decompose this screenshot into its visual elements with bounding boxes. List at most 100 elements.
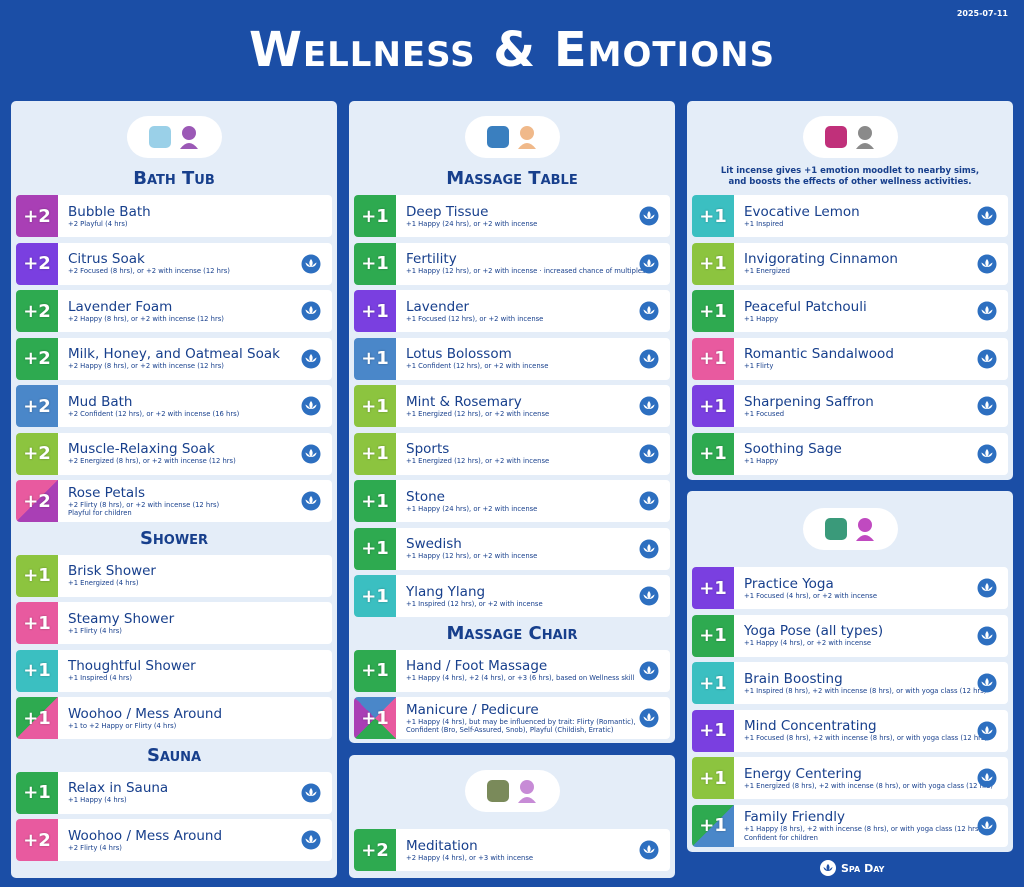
item-detail: +1 Focused xyxy=(744,409,785,418)
item-text: Manicure / Pedicure +1 Happy (4 hrs), but… xyxy=(396,702,639,735)
incense-icon xyxy=(301,783,321,802)
item-name: Brisk Shower xyxy=(68,563,156,580)
item-row: +1 Manicure / Pedicure +1 Happy (4 hrs), b… xyxy=(354,697,670,739)
item-detail: +1 Flirty xyxy=(744,362,774,371)
item-detail: +1 to +2 Happy or Flirty (4 hrs) xyxy=(68,721,177,730)
note-line: and boosts the effects of other wellness… xyxy=(728,177,972,187)
item-name: Sharpening Saffron xyxy=(744,393,874,410)
item-name: Milk, Honey, and Oatmeal Soak xyxy=(68,346,280,363)
item-detail: +1 Energized (8 hrs), +2 with incense (8… xyxy=(744,781,993,790)
item-text: Soothing Sage +1 Happy xyxy=(734,441,977,466)
item-row: +1 Soothing Sage +1 Happy xyxy=(692,432,1008,475)
incense-icon xyxy=(301,301,321,321)
item-name: Fertility xyxy=(406,251,457,268)
item-name: Sports xyxy=(406,441,450,458)
item-detail: +1 Happy xyxy=(744,457,779,466)
incense-icon xyxy=(639,539,659,558)
item-detail: +1 Happy (12 hrs), or +2 with incense xyxy=(406,552,538,561)
icon-pill xyxy=(802,508,898,550)
item-detail: +2 Happy (4 hrs), or +3 with incense xyxy=(406,853,534,862)
item-row: +2 Meditation +2 Happy (4 hrs), or +3 with… xyxy=(354,829,670,871)
note: Lit incense gives +1 emotion moodlet to … xyxy=(692,166,1008,188)
incense-icon xyxy=(977,816,997,835)
badge: +2 xyxy=(16,480,58,522)
item-text: Family Friendly +1 Happy (8 hrs), +2 with… xyxy=(734,809,981,842)
badge: +1 xyxy=(692,195,734,237)
section-heading: Bath Tub xyxy=(133,168,215,189)
badge: +1 xyxy=(692,567,734,609)
item-detail: +1 Focused (12 hrs), or +2 with incense xyxy=(406,314,544,323)
item-text: Thoughtful Shower +1 Inspired (4 hrs) xyxy=(58,658,332,683)
item-detail: +2 Confident (12 hrs), or +2 with incens… xyxy=(68,409,240,418)
item-row: +2 Mud Bath +2 Confident (12 hrs), or +2 w… xyxy=(16,385,332,427)
item-detail: +1 Energized xyxy=(744,267,790,276)
item-detail: +2 Energized (8 hrs), or +2 with incense… xyxy=(68,457,236,466)
note-line: Lit incense gives +1 emotion moodlet to … xyxy=(720,166,980,176)
item-name: Thoughtful Shower xyxy=(68,658,196,675)
incense-icon xyxy=(977,206,997,226)
section-heading: Shower xyxy=(139,527,209,549)
item-text: Practice Yoga +1 Focused (4 hrs), or +2 w… xyxy=(734,576,977,601)
item-text: Sharpening Saffron +1 Focused xyxy=(734,394,977,419)
item-row: +1 Evocative Lemon +1 Inspired xyxy=(692,195,1008,237)
item-row: +1 Romantic Sandalwood +1 Flirty xyxy=(692,337,1008,380)
item-text: Lavender Foam +2 Happy (8 hrs), or +2 wit… xyxy=(58,299,301,324)
badge: +1 xyxy=(692,757,734,799)
incense-icon xyxy=(977,444,997,463)
item-text: Evocative Lemon +1 Inspired xyxy=(734,204,977,229)
item-name: Lotus Bolossom xyxy=(406,346,512,363)
item-detail: +1 Happy (24 hrs), or +2 with incense xyxy=(406,219,538,228)
item-row: +2 Citrus Soak +2 Focused (8 hrs), or +2 w… xyxy=(16,242,332,285)
badge: +1 xyxy=(16,697,58,739)
item-detail: +1 Happy (4 hrs), but may be influenced … xyxy=(406,717,636,726)
item-name: Manicure / Pedicure xyxy=(406,701,539,718)
badge: +1 xyxy=(16,554,58,597)
item-row: +2 Rose Petals +2 Flirty (8 hrs), or +2 wi… xyxy=(16,480,332,522)
item-text: Citrus Soak +2 Focused (8 hrs), or +2 wit… xyxy=(58,251,301,276)
item-name: Yoga Pose (all types) xyxy=(744,623,884,640)
item-name: Mint & Rosemary xyxy=(406,393,522,410)
item-row: +2 Milk, Honey, and Oatmeal Soak +2 Happy … xyxy=(16,337,332,380)
item-row: +2 Muscle-Relaxing Soak +2 Energized (8 hr… xyxy=(16,432,332,475)
item-text: Steamy Shower +1 Flirty (4 hrs) xyxy=(58,611,332,636)
icon-pill xyxy=(126,116,222,158)
badge: +2 xyxy=(354,829,396,871)
date: 2025-07-11 xyxy=(956,9,1008,18)
badge: +1 xyxy=(692,614,734,657)
badge: +1 xyxy=(354,480,396,522)
item-name: Steamy Shower xyxy=(68,610,175,627)
item-row: +1 Mint & Rosemary +1 Energized (12 hrs), … xyxy=(354,385,670,427)
icon xyxy=(486,780,536,803)
item-detail: +1 Energized (12 hrs), or +2 with incens… xyxy=(406,409,550,418)
item-text: Brisk Shower +1 Energized (4 hrs) xyxy=(58,563,332,588)
item-text: Mint & Rosemary +1 Energized (12 hrs), or… xyxy=(396,394,639,419)
item-row: +1 Deep Tissue +1 Happy (24 hrs), or +2 wi… xyxy=(354,195,670,237)
item-name: Relax in Sauna xyxy=(68,780,169,797)
item-text: Swedish +1 Happy (12 hrs), or +2 with inc… xyxy=(396,536,639,561)
section-heading: Sauna xyxy=(146,744,202,766)
item-row: +1 Fertility +1 Happy (12 hrs), or +2 with… xyxy=(354,242,670,285)
incense-icon xyxy=(301,396,321,416)
item-text: Stone +1 Happy (24 hrs), or +2 with incen… xyxy=(396,489,639,514)
badge: +1 xyxy=(16,602,58,644)
item-row: +1 Lavender +1 Focused (12 hrs), or +2 wit… xyxy=(354,290,670,332)
item-text: Woohoo / Mess Around +1 to +2 Happy or Fl… xyxy=(58,706,332,731)
item-text: Yoga Pose (all types) +1 Happy (4 hrs), o… xyxy=(734,623,977,648)
badge: +1 xyxy=(354,697,396,739)
item-row: +1 Peaceful Patchouli +1 Happy xyxy=(692,290,1008,332)
item-detail: +2 Happy (8 hrs), or +2 with incense (12… xyxy=(68,362,224,371)
item-text: Fertility +1 Happy (12 hrs), or +2 with i… xyxy=(396,251,646,276)
item-text: Deep Tissue +1 Happy (24 hrs), or +2 with… xyxy=(396,204,639,229)
incense-icon xyxy=(639,254,659,273)
item-text: Romantic Sandalwood +1 Flirty xyxy=(734,346,977,371)
item-name: Peaceful Patchouli xyxy=(744,298,867,315)
item-text: Mud Bath +2 Confident (12 hrs), or +2 wit… xyxy=(58,394,301,419)
incense-icon xyxy=(977,349,997,368)
item-detail: +1 Happy (12 hrs), or +2 with incense · … xyxy=(406,267,646,276)
item-text: Brain Boosting +1 Inspired (8 hrs), +2 wi… xyxy=(734,671,986,696)
incense-icon xyxy=(977,301,997,321)
icon xyxy=(824,518,874,541)
item-row: +2 Lavender Foam +2 Happy (8 hrs), or +2 w… xyxy=(16,290,332,332)
incense-icon xyxy=(639,491,659,511)
badge: +1 xyxy=(354,242,396,285)
